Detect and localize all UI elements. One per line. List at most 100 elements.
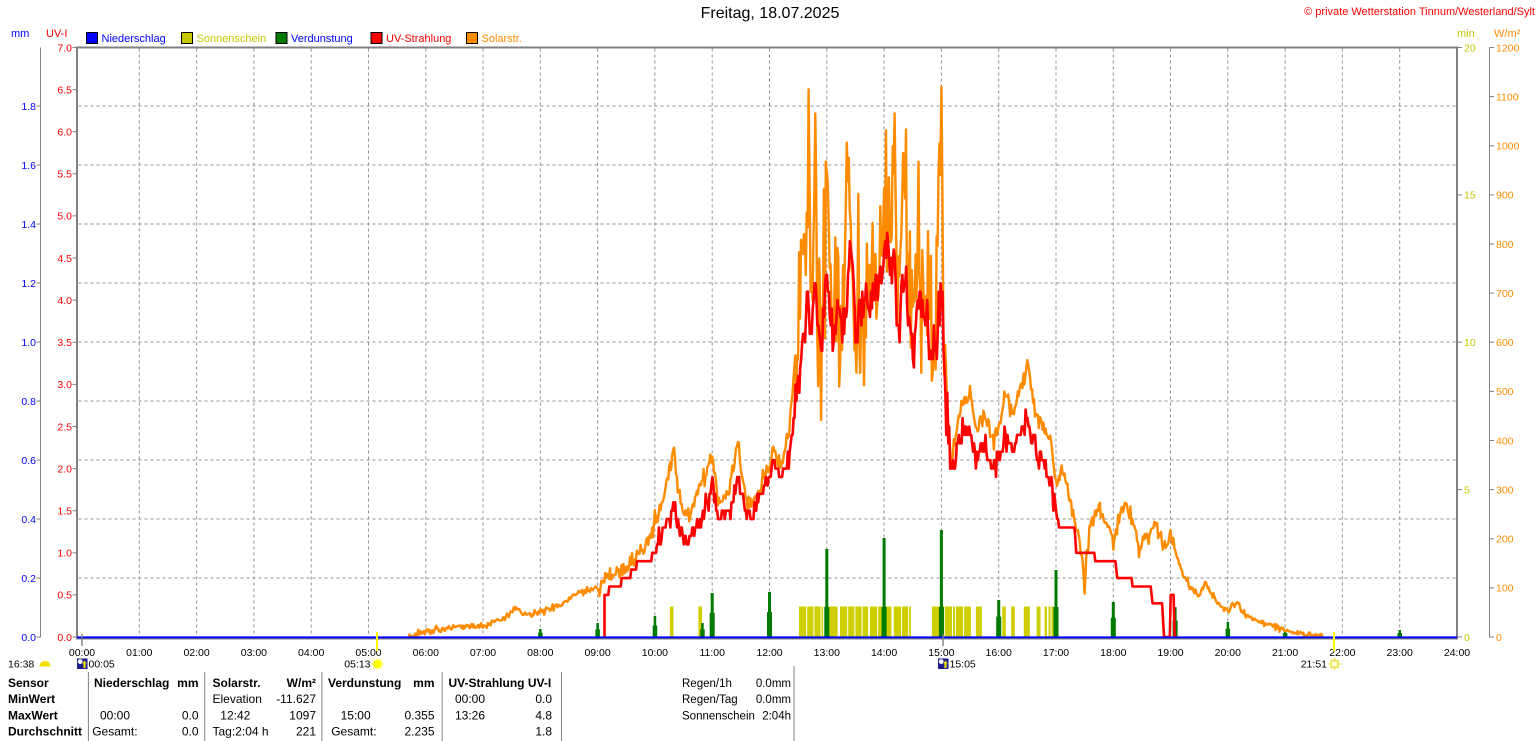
svg-text:12:42: 12:42 bbox=[220, 708, 250, 722]
svg-text:800: 800 bbox=[1496, 239, 1514, 251]
svg-text:22:00: 22:00 bbox=[1329, 647, 1355, 659]
svg-text:13:00: 13:00 bbox=[814, 647, 840, 659]
svg-text:1.5: 1.5 bbox=[57, 506, 72, 518]
svg-text:Gesamt:: Gesamt: bbox=[331, 725, 376, 739]
svg-text:Niederschlag: Niederschlag bbox=[94, 676, 169, 690]
svg-text:0.0mm: 0.0mm bbox=[756, 678, 791, 690]
svg-text:09:00: 09:00 bbox=[584, 647, 610, 659]
svg-text:0.0mm: 0.0mm bbox=[756, 694, 791, 706]
svg-text:Regen/Tag: Regen/Tag bbox=[682, 694, 738, 706]
svg-text:W/m²: W/m² bbox=[287, 676, 316, 690]
svg-text:00:00: 00:00 bbox=[455, 692, 485, 706]
svg-text:1.2: 1.2 bbox=[21, 278, 36, 290]
svg-text:Freitag, 18.07.2025: Freitag, 18.07.2025 bbox=[701, 5, 840, 22]
svg-text:3.0: 3.0 bbox=[57, 379, 72, 391]
svg-text:2.235: 2.235 bbox=[404, 725, 434, 739]
svg-text:07:00: 07:00 bbox=[470, 647, 496, 659]
svg-text:0.6: 0.6 bbox=[21, 455, 36, 467]
svg-text:21:51: 21:51 bbox=[1301, 659, 1327, 671]
svg-text:6.0: 6.0 bbox=[57, 127, 72, 139]
svg-text:UV-Strahlung: UV-Strahlung bbox=[386, 33, 451, 45]
svg-text:00:05: 00:05 bbox=[89, 659, 115, 671]
svg-text:5: 5 bbox=[1464, 484, 1470, 496]
svg-text:mm: mm bbox=[177, 676, 198, 690]
svg-text:1.8: 1.8 bbox=[535, 725, 552, 739]
svg-text:6.5: 6.5 bbox=[57, 84, 72, 96]
svg-text:01:00: 01:00 bbox=[126, 647, 152, 659]
svg-text:UV-I: UV-I bbox=[46, 28, 67, 40]
svg-text:0.2: 0.2 bbox=[21, 573, 36, 585]
svg-text:W/m²: W/m² bbox=[1494, 28, 1521, 40]
svg-text:0.0: 0.0 bbox=[182, 725, 199, 739]
svg-text:1100: 1100 bbox=[1496, 91, 1519, 103]
svg-text:03:00: 03:00 bbox=[241, 647, 267, 659]
svg-text:700: 700 bbox=[1496, 288, 1514, 300]
svg-text:20:00: 20:00 bbox=[1215, 647, 1241, 659]
svg-text:0: 0 bbox=[1464, 632, 1470, 644]
svg-text:600: 600 bbox=[1496, 337, 1514, 349]
svg-text:02:00: 02:00 bbox=[183, 647, 209, 659]
svg-text:24:00: 24:00 bbox=[1444, 647, 1470, 659]
svg-text:Niederschlag: Niederschlag bbox=[102, 33, 166, 45]
svg-text:4.5: 4.5 bbox=[57, 253, 72, 265]
svg-text:4.0: 4.0 bbox=[57, 295, 72, 307]
svg-text:Elevation: Elevation bbox=[213, 692, 262, 706]
svg-text:mm: mm bbox=[11, 28, 29, 40]
svg-text:500: 500 bbox=[1496, 386, 1514, 398]
svg-text:MinWert: MinWert bbox=[8, 692, 55, 706]
svg-text:Durchschnitt: Durchschnitt bbox=[8, 725, 82, 739]
svg-text:04:00: 04:00 bbox=[298, 647, 324, 659]
svg-text:0: 0 bbox=[1496, 632, 1502, 644]
svg-text:19:00: 19:00 bbox=[1157, 647, 1183, 659]
svg-text:0.8: 0.8 bbox=[21, 396, 36, 408]
svg-text:1097: 1097 bbox=[289, 708, 316, 722]
svg-text:2.5: 2.5 bbox=[57, 421, 72, 433]
svg-text:900: 900 bbox=[1496, 190, 1514, 202]
svg-text:15: 15 bbox=[1464, 190, 1476, 202]
svg-text:17:00: 17:00 bbox=[1043, 647, 1069, 659]
svg-text:0.0: 0.0 bbox=[57, 632, 72, 644]
svg-text:15:00: 15:00 bbox=[341, 708, 371, 722]
svg-text:7.0: 7.0 bbox=[57, 42, 72, 54]
svg-text:2.0: 2.0 bbox=[57, 463, 72, 475]
svg-text:0.0: 0.0 bbox=[21, 632, 36, 644]
svg-text:20: 20 bbox=[1464, 42, 1476, 54]
svg-text:100: 100 bbox=[1496, 583, 1514, 595]
svg-text:21:00: 21:00 bbox=[1272, 647, 1298, 659]
svg-text:1.6: 1.6 bbox=[21, 160, 36, 172]
svg-text:12:00: 12:00 bbox=[756, 647, 782, 659]
svg-text:MaxWert: MaxWert bbox=[8, 708, 58, 722]
svg-text:10:00: 10:00 bbox=[642, 647, 668, 659]
svg-text:1.4: 1.4 bbox=[21, 219, 36, 231]
svg-text:Regen/1h: Regen/1h bbox=[682, 678, 732, 690]
svg-text:16:00: 16:00 bbox=[986, 647, 1012, 659]
svg-text:2:04h: 2:04h bbox=[762, 710, 791, 722]
svg-text:UV-Strahlung UV-I: UV-Strahlung UV-I bbox=[449, 676, 552, 690]
svg-text:0.5: 0.5 bbox=[57, 590, 72, 602]
svg-text:0.355: 0.355 bbox=[404, 708, 434, 722]
svg-text:Sensor: Sensor bbox=[8, 676, 49, 690]
svg-text:1.0: 1.0 bbox=[21, 337, 36, 349]
svg-text:16:38: 16:38 bbox=[8, 659, 34, 671]
svg-text:5.5: 5.5 bbox=[57, 169, 72, 181]
svg-text:15:00: 15:00 bbox=[928, 647, 954, 659]
svg-text:Verdunstung: Verdunstung bbox=[291, 33, 353, 45]
svg-text:-11.627: -11.627 bbox=[276, 692, 316, 706]
svg-text:400: 400 bbox=[1496, 435, 1514, 447]
svg-text:200: 200 bbox=[1496, 534, 1514, 546]
svg-text:05:00: 05:00 bbox=[355, 647, 381, 659]
svg-text:Solarstr.: Solarstr. bbox=[482, 33, 522, 45]
svg-text:Tag:2:04 h: Tag:2:04 h bbox=[213, 725, 269, 739]
svg-text:221: 221 bbox=[296, 725, 316, 739]
svg-text:15:05: 15:05 bbox=[950, 659, 976, 671]
svg-text:08:00: 08:00 bbox=[527, 647, 553, 659]
svg-text:10: 10 bbox=[1464, 337, 1476, 349]
svg-text:Sonnenschein: Sonnenschein bbox=[197, 33, 267, 45]
svg-text:0.4: 0.4 bbox=[21, 514, 36, 526]
svg-text:5.0: 5.0 bbox=[57, 211, 72, 223]
svg-text:4.8: 4.8 bbox=[535, 708, 552, 722]
svg-text:1.0: 1.0 bbox=[57, 548, 72, 560]
svg-text:© private Wetterstation Tinnum: © private Wetterstation Tinnum/Westerlan… bbox=[1304, 6, 1535, 18]
svg-text:1200: 1200 bbox=[1496, 42, 1520, 54]
svg-text:1000: 1000 bbox=[1496, 141, 1520, 153]
